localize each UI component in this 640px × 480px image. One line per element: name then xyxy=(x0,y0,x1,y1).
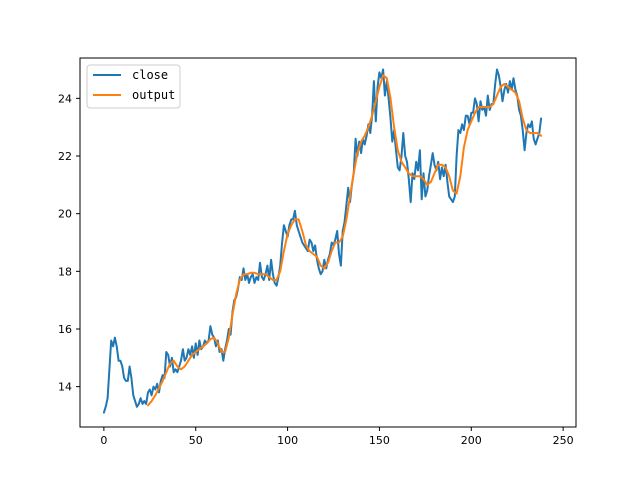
legend-label-output: output xyxy=(132,88,175,102)
series-line-output xyxy=(147,74,543,407)
x-tick-label: 50 xyxy=(189,434,203,447)
plot-area xyxy=(80,58,576,427)
x-tick-label: 150 xyxy=(369,434,390,447)
y-tick-label: 14 xyxy=(58,381,72,394)
x-tick-label: 100 xyxy=(277,434,298,447)
y-tick-label: 22 xyxy=(58,150,72,163)
x-axis-ticks: 0 50 100 150 200 250 xyxy=(100,427,574,447)
legend-label-close: close xyxy=(132,68,168,82)
axes-frame xyxy=(79,57,577,428)
y-tick-label: 16 xyxy=(58,323,72,336)
x-tick-label: 200 xyxy=(461,434,482,447)
legend: close output xyxy=(86,64,181,109)
y-tick-label: 20 xyxy=(58,208,72,221)
x-tick-label: 0 xyxy=(100,434,107,447)
y-tick-label: 18 xyxy=(58,265,72,278)
series-layer xyxy=(102,68,543,414)
y-axis-ticks: 14 16 18 20 22 24 xyxy=(58,92,80,394)
series-line-close xyxy=(102,68,543,414)
y-tick-label: 24 xyxy=(58,92,72,105)
x-tick-label: 250 xyxy=(553,434,574,447)
